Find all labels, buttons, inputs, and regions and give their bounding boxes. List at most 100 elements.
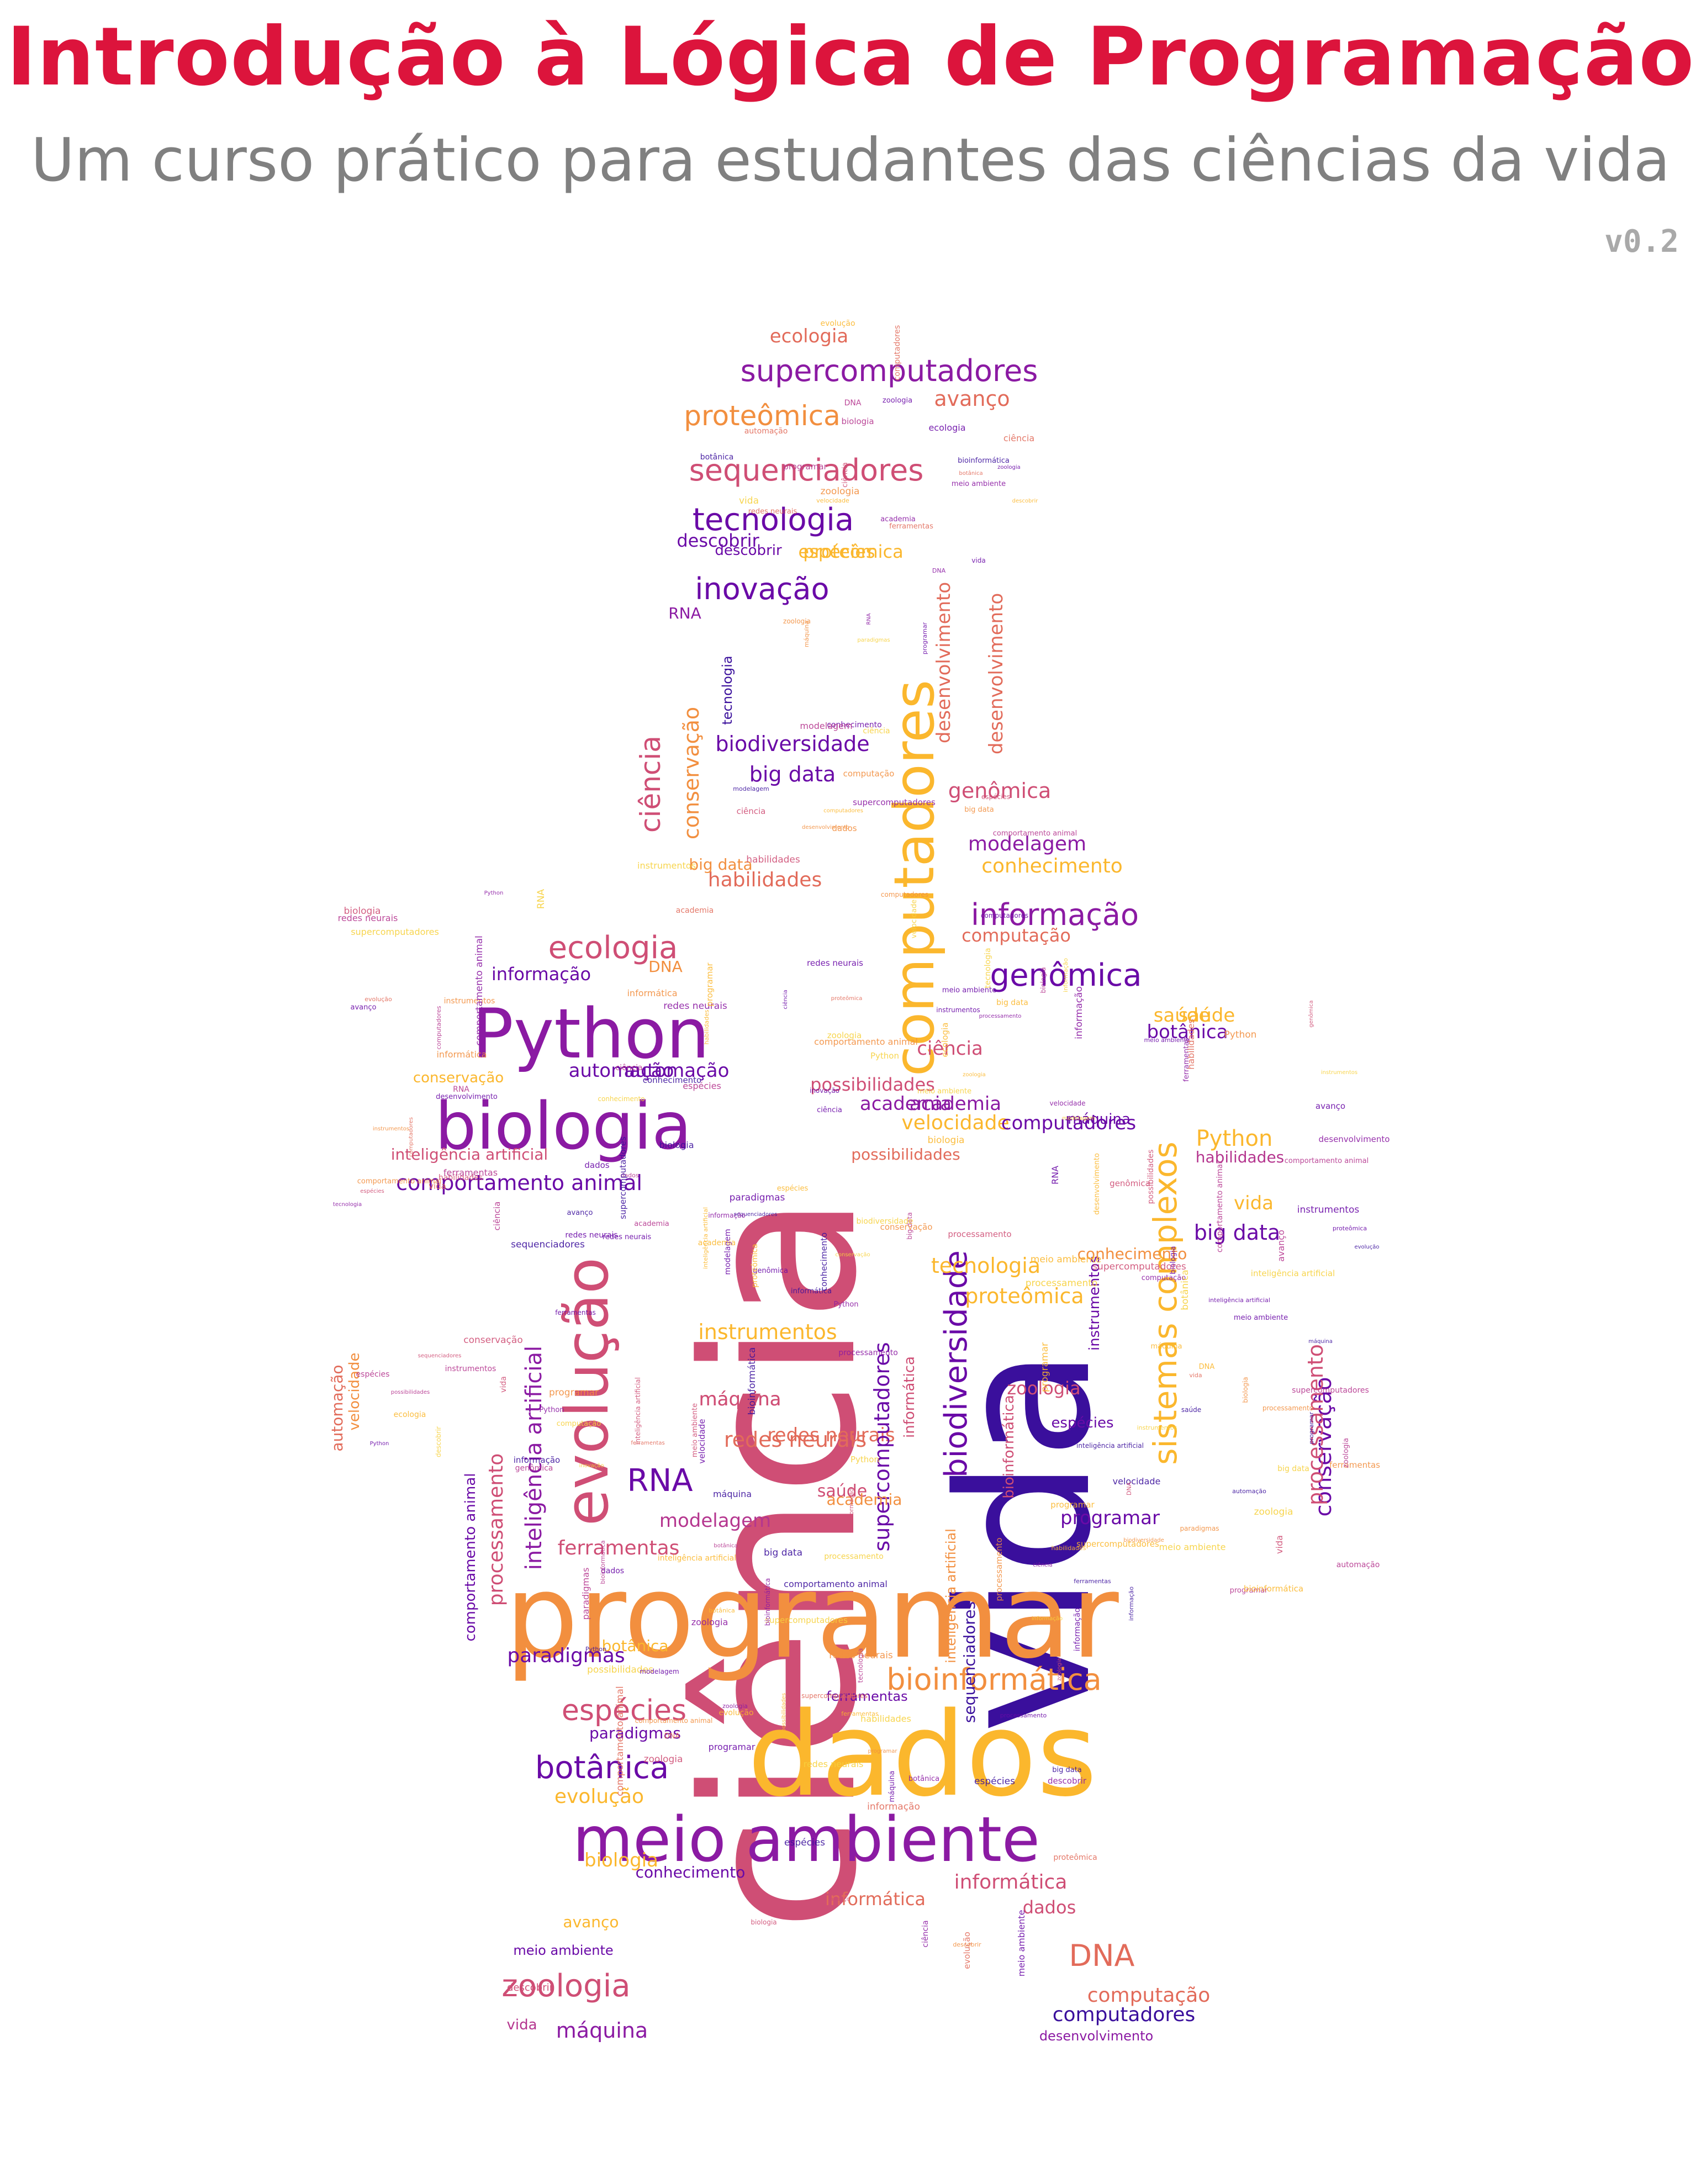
- cloud-word-small: espécies: [974, 1776, 1015, 1787]
- cloud-word-small: zoologia: [1056, 1658, 1063, 1681]
- cloud-word-small: redes neurais: [804, 1759, 864, 1769]
- cloud-word: sistemas complexos: [1147, 1141, 1184, 1464]
- cloud-word-small: processamento: [824, 1552, 884, 1561]
- cloud-word: zoologia: [501, 1968, 630, 2004]
- cloud-word-small: computadores: [881, 891, 928, 898]
- cloud-word-small: conservação: [880, 1222, 933, 1232]
- cloud-word: proteômica: [965, 1284, 1084, 1308]
- cloud-word-small: espécies: [777, 1184, 809, 1193]
- page-subtitle: Um curso prático para estudantes das ciê…: [31, 126, 1670, 195]
- cloud-word-small: meio ambiente: [691, 1403, 699, 1457]
- word-cloud-words: ciência vida programar dados meio ambiente Py…: [328, 319, 1390, 2044]
- cloud-word-small: biologia: [841, 416, 874, 426]
- cloud-word: máquina: [556, 2018, 648, 2043]
- cloud-word-small: ciência: [737, 806, 766, 816]
- cloud-word: instrumentos: [1086, 1256, 1103, 1351]
- cloud-word: botânica: [535, 1750, 669, 1786]
- cloud-word: computadores: [1053, 2003, 1196, 2026]
- cloud-word-small: desenvolvimento: [1319, 1134, 1390, 1144]
- cloud-word-small: RNA: [1050, 1166, 1060, 1184]
- cloud-word-small: DNA: [1126, 1482, 1133, 1495]
- cloud-word: biodiversidade: [715, 732, 869, 756]
- cloud-word: DNA: [648, 958, 683, 976]
- cloud-word-small: ciência: [1003, 433, 1034, 443]
- cloud-word-small: modelagem: [640, 1668, 679, 1675]
- cloud-word: biodiversidade: [938, 1250, 974, 1478]
- cloud-word-small: máquina: [713, 1489, 752, 1499]
- cloud-word-small: ciência: [615, 1064, 642, 1072]
- cloud-word-small: programar: [1230, 1587, 1268, 1595]
- cloud-word-small: programar: [868, 1748, 898, 1754]
- cloud-word-small: dados: [601, 1567, 624, 1575]
- cloud-word-small: vida: [429, 1181, 446, 1191]
- cloud-word: ecologia: [770, 325, 849, 347]
- cloud-word-small: avanço: [1316, 1101, 1345, 1111]
- cloud-word: genômica: [990, 958, 1142, 993]
- cloud-word-small: avanço: [830, 1896, 850, 1902]
- cloud-word-small: espécies: [981, 793, 1010, 801]
- cloud-word-small: instrumentos: [1321, 1070, 1357, 1076]
- cloud-word-small: conhecimento: [819, 1233, 829, 1292]
- cloud-word-small: descobrir: [435, 1426, 442, 1457]
- cloud-word-small: Python: [585, 1646, 606, 1653]
- cloud-word-small: dados: [620, 1172, 638, 1179]
- cloud-word-small: velocidade: [816, 497, 849, 504]
- cloud-word-small: ciência: [1033, 1562, 1052, 1568]
- cloud-word-small: máquina: [1308, 1338, 1333, 1345]
- cloud-word-small: ferramentas: [1329, 1460, 1380, 1470]
- cloud-word-small: avanço: [1276, 1230, 1286, 1262]
- cloud-word-small: redes neurais: [663, 1001, 727, 1012]
- cloud-word: sequenciadores: [960, 1601, 979, 1723]
- cloud-word: evolução: [554, 1785, 644, 1808]
- cloud-word: inteligência artificial: [391, 1145, 548, 1164]
- cloud-word-small: evolução: [719, 1709, 753, 1717]
- cloud-word-small: big data: [1052, 1766, 1082, 1774]
- cloud-word-small: big data: [906, 1212, 913, 1239]
- cloud-word-small: velocidade: [1049, 1099, 1085, 1107]
- cloud-word-small: comportamento animal: [635, 1717, 713, 1725]
- cloud-word: big data: [689, 855, 752, 874]
- cloud-word: ciência: [635, 736, 667, 833]
- cloud-word-small: processamento: [948, 1229, 1011, 1239]
- cloud-word-small: possibilidades: [587, 1664, 653, 1675]
- cloud-word-small: zoologia: [644, 1754, 683, 1765]
- cloud-word-small: informática: [627, 988, 677, 998]
- cloud-word-small: comportamento animal: [1216, 1162, 1224, 1252]
- cloud-word-small: informação: [708, 1212, 746, 1219]
- cloud-word-small: bioinformática: [599, 1540, 606, 1584]
- cloud-word-small: paradigmas: [1180, 1525, 1219, 1532]
- cloud-word: programar: [1060, 1507, 1160, 1529]
- cloud-word-small: descobrir: [1012, 498, 1039, 504]
- cloud-word-small: possibilidades: [391, 1389, 430, 1395]
- cloud-word-small: ferramentas: [841, 1710, 879, 1717]
- cloud-word: big data: [1194, 1220, 1280, 1245]
- cloud-word-small: zoologia: [1254, 1506, 1293, 1517]
- cloud-word-small: redes neurais: [565, 1231, 617, 1240]
- cloud-word: espécies: [1051, 1415, 1113, 1431]
- cloud-word-small: big data: [764, 1547, 802, 1558]
- cloud-word-small: bioinformática: [1244, 1584, 1303, 1594]
- cloud-word-small: supercomputadores: [1092, 1261, 1186, 1272]
- cloud-word-small: meio ambiente: [1016, 1910, 1027, 1977]
- cloud-word-small: modelagem: [723, 1229, 732, 1275]
- cloud-word-small: desenvolvimento: [1093, 1153, 1101, 1215]
- cloud-word: paradigmas: [507, 1644, 625, 1667]
- cloud-word-small: espécies: [356, 1370, 390, 1379]
- cloud-word-small: programar: [1308, 1411, 1315, 1444]
- cloud-word-small: ecologia: [940, 1023, 950, 1057]
- cloud-word: instrumentos: [698, 1320, 837, 1344]
- cloud-word-small: ferramentas: [1074, 1578, 1111, 1585]
- cloud-word-small: programar: [1050, 1500, 1095, 1510]
- cloud-word: habilidades: [708, 869, 822, 891]
- cloud-word-small: academia: [698, 1239, 736, 1247]
- cloud-word-small: habilidades: [860, 1714, 911, 1724]
- cloud-word-small: paradigmas: [580, 1568, 591, 1620]
- cloud-word-small: evolução: [1354, 1244, 1379, 1250]
- cloud-word-small: DNA: [844, 399, 862, 408]
- cloud-word-small: paradigmas: [857, 637, 890, 643]
- page-title: Introdução à Lógica de Programação: [6, 10, 1695, 104]
- cloud-word-small: Python: [850, 1455, 879, 1464]
- cloud-word: espécies: [798, 541, 875, 562]
- cloud-word-small: instrumentos: [1297, 1204, 1360, 1215]
